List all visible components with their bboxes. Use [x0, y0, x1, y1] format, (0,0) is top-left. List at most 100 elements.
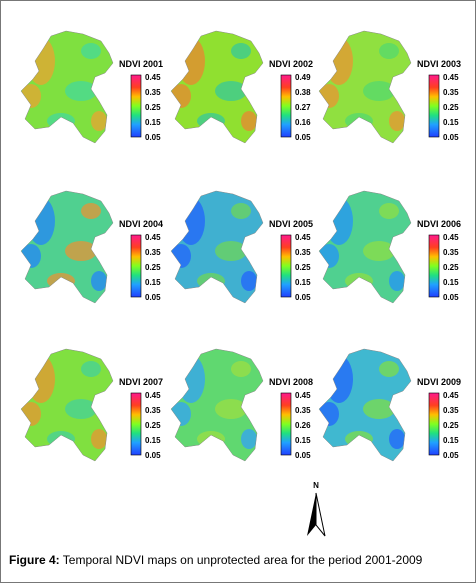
color-bar — [428, 74, 440, 138]
legend-label: 0.38 — [295, 88, 311, 97]
map-outline — [20, 190, 114, 304]
map-patch — [65, 81, 97, 101]
map-patch — [171, 244, 191, 268]
map-patch — [21, 402, 41, 426]
map-panel: NDVI 2003 0.45 0.35 0.25 0.15 0.05 — [318, 30, 461, 144]
map-patch — [81, 203, 101, 219]
map-patch — [241, 271, 257, 291]
map-outline — [20, 348, 114, 462]
panel-title: NDVI 2008 — [269, 377, 313, 387]
map-panel: NDVI 2001 0.45 0.35 0.25 0.15 0.05 — [20, 30, 163, 144]
map-patch — [91, 271, 107, 291]
panel-title: NDVI 2009 — [417, 377, 461, 387]
map-patch — [363, 241, 395, 261]
legend-label: 0.35 — [145, 88, 161, 97]
map-panel: NDVI 2008 0.45 0.35 0.26 0.15 0.05 — [170, 348, 313, 462]
map-patch — [177, 355, 205, 403]
map-patch — [325, 37, 353, 85]
color-bar — [428, 234, 440, 298]
map-patch — [47, 113, 75, 129]
map-patch — [319, 244, 339, 268]
map-patch — [81, 43, 101, 59]
map-outline — [318, 348, 412, 462]
map-patch — [215, 399, 247, 419]
map-panel: NDVI 2002 0.49 0.38 0.27 0.16 0.05 — [170, 30, 313, 144]
map-patch — [319, 402, 339, 426]
legend-label: 0.05 — [295, 133, 311, 142]
map-patch — [177, 197, 205, 245]
map-patch — [65, 241, 97, 261]
legend-label: 0.35 — [443, 406, 459, 415]
map-patch — [319, 84, 339, 108]
legend-label: 0.15 — [295, 278, 311, 287]
legend-label: 0.15 — [443, 118, 459, 127]
legend-label: 0.05 — [443, 133, 459, 142]
map-patch — [241, 429, 257, 449]
map-outline — [318, 30, 412, 144]
map-panel: NDVI 2007 0.45 0.35 0.25 0.15 0.05 — [20, 348, 163, 462]
legend-label: 0.15 — [145, 436, 161, 445]
panel-title: NDVI 2003 — [417, 59, 461, 69]
map-patch — [27, 355, 55, 403]
legend-label: 0.45 — [443, 391, 459, 400]
legend-label: 0.26 — [295, 421, 311, 430]
legend-label: 0.45 — [145, 73, 161, 82]
legend-label: 0.05 — [145, 293, 161, 302]
map-patch — [21, 244, 41, 268]
arrow-right — [315, 492, 326, 537]
map-patch — [197, 431, 225, 447]
legend-label: 0.25 — [145, 103, 161, 112]
legend-label: 0.05 — [145, 133, 161, 142]
map-patch — [231, 203, 251, 219]
legend-label: 0.25 — [295, 263, 311, 272]
color-bar — [130, 234, 142, 298]
legend-label: 0.35 — [145, 248, 161, 257]
legend-label: 0.05 — [443, 293, 459, 302]
legend-label: 0.05 — [295, 293, 311, 302]
panel-title: NDVI 2004 — [119, 219, 163, 229]
legend-label: 0.16 — [295, 118, 311, 127]
map-outline — [170, 190, 264, 304]
legend-label: 0.15 — [145, 118, 161, 127]
legend-label: 0.45 — [145, 233, 161, 242]
map-patch — [171, 402, 191, 426]
map-outline — [20, 30, 114, 144]
map-patch — [21, 84, 41, 108]
map-patch — [231, 43, 251, 59]
legend-label: 0.45 — [145, 391, 161, 400]
map-patch — [241, 111, 257, 131]
map-patch — [345, 273, 373, 289]
color-bar — [130, 392, 142, 456]
panel-title: NDVI 2007 — [119, 377, 163, 387]
map-panel: NDVI 2009 0.45 0.35 0.25 0.15 0.05 — [318, 348, 461, 462]
map-patch — [47, 273, 75, 289]
panel-title: NDVI 2002 — [269, 59, 313, 69]
legend-label: 0.35 — [295, 406, 311, 415]
legend-label: 0.15 — [443, 436, 459, 445]
panel-title: NDVI 2006 — [417, 219, 461, 229]
map-patch — [389, 271, 405, 291]
map-patch — [65, 399, 97, 419]
map-patch — [325, 355, 353, 403]
legend-label: 0.35 — [295, 248, 311, 257]
legend-label: 0.45 — [443, 73, 459, 82]
color-bar — [280, 74, 292, 138]
legend-label: 0.35 — [443, 248, 459, 257]
north-label: N — [313, 481, 319, 490]
map-panel: NDVI 2005 0.45 0.35 0.25 0.15 0.05 — [170, 190, 313, 304]
map-patch — [215, 241, 247, 261]
arrow-left — [307, 493, 316, 536]
map-panel: NDVI 2006 0.45 0.35 0.25 0.15 0.05 — [318, 190, 461, 304]
map-patch — [345, 431, 373, 447]
color-bar — [428, 392, 440, 456]
legend-label: 0.05 — [295, 451, 311, 460]
map-patch — [231, 361, 251, 377]
map-patch — [215, 81, 247, 101]
map-patch — [389, 429, 405, 449]
legend-label: 0.25 — [145, 421, 161, 430]
legend-label: 0.15 — [295, 436, 311, 445]
map-patch — [363, 399, 395, 419]
map-patch — [81, 361, 101, 377]
map-patch — [197, 113, 225, 129]
